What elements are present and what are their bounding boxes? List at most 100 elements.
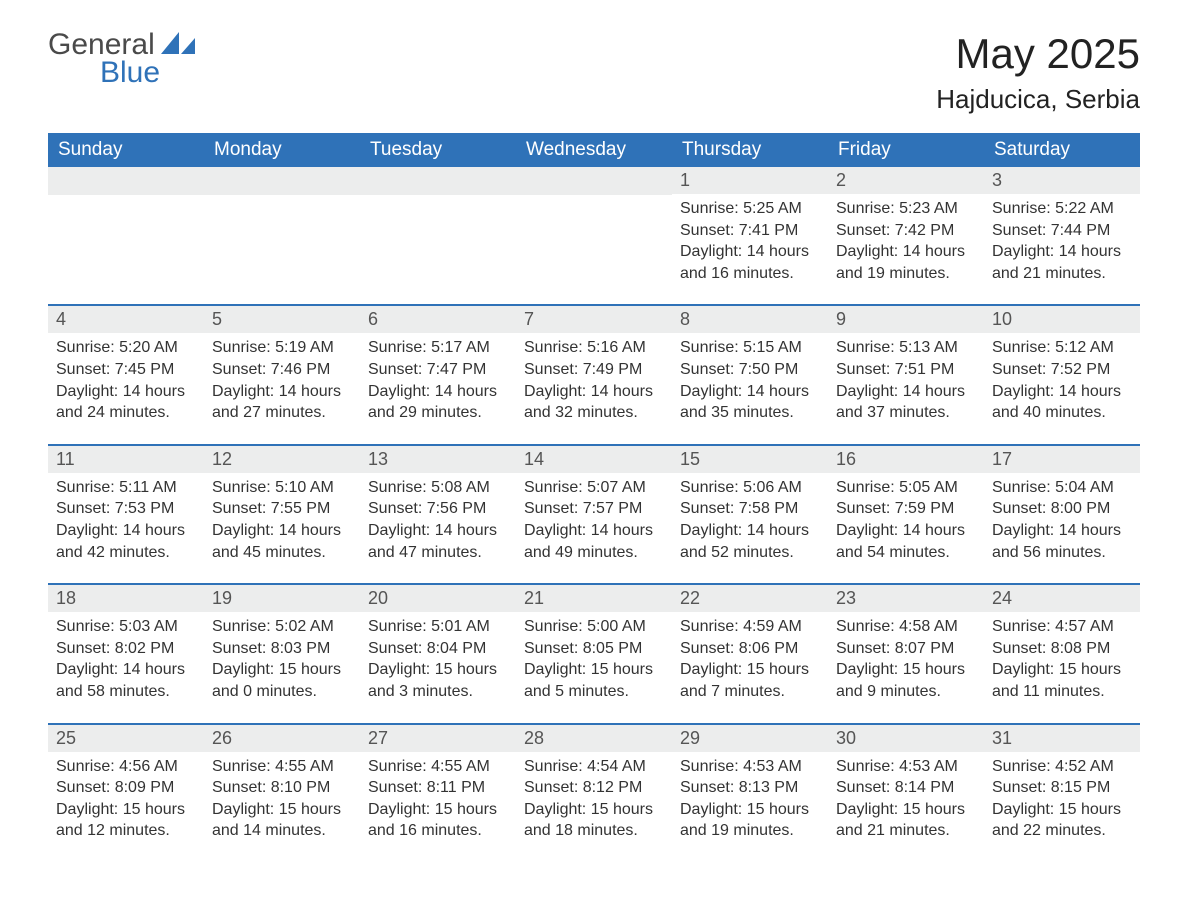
calendar-day-cell: 22Sunrise: 4:59 AMSunset: 8:06 PMDayligh… xyxy=(672,585,828,710)
daylight-text: Daylight: 14 hours and 24 minutes. xyxy=(56,381,196,424)
day-details: Sunrise: 5:02 AMSunset: 8:03 PMDaylight:… xyxy=(204,612,360,710)
day-number: 9 xyxy=(828,306,984,333)
logo-triangle-icon xyxy=(161,30,195,59)
day-details: Sunrise: 4:54 AMSunset: 8:12 PMDaylight:… xyxy=(516,752,672,850)
day-number: 10 xyxy=(984,306,1140,333)
day-details: Sunrise: 5:03 AMSunset: 8:02 PMDaylight:… xyxy=(48,612,204,710)
sunset-text: Sunset: 8:13 PM xyxy=(680,777,820,799)
day-number: 15 xyxy=(672,446,828,473)
sunset-text: Sunset: 8:04 PM xyxy=(368,638,508,660)
sunrise-text: Sunrise: 5:12 AM xyxy=(992,337,1132,359)
day-details: Sunrise: 5:25 AMSunset: 7:41 PMDaylight:… xyxy=(672,194,828,292)
day-details: Sunrise: 5:11 AMSunset: 7:53 PMDaylight:… xyxy=(48,473,204,571)
sunrise-text: Sunrise: 4:59 AM xyxy=(680,616,820,638)
day-number-bar-empty xyxy=(516,167,672,195)
sunrise-text: Sunrise: 4:55 AM xyxy=(212,756,352,778)
month-title: May 2025 xyxy=(936,30,1140,78)
day-details: Sunrise: 4:58 AMSunset: 8:07 PMDaylight:… xyxy=(828,612,984,710)
day-number: 6 xyxy=(360,306,516,333)
calendar-day-cell: 18Sunrise: 5:03 AMSunset: 8:02 PMDayligh… xyxy=(48,585,204,710)
day-number: 4 xyxy=(48,306,204,333)
location-label: Hajducica, Serbia xyxy=(936,84,1140,115)
sunrise-text: Sunrise: 4:55 AM xyxy=(368,756,508,778)
sunrise-text: Sunrise: 5:16 AM xyxy=(524,337,664,359)
sunrise-text: Sunrise: 5:04 AM xyxy=(992,477,1132,499)
daylight-text: Daylight: 14 hours and 40 minutes. xyxy=(992,381,1132,424)
sunrise-text: Sunrise: 4:53 AM xyxy=(680,756,820,778)
sunrise-text: Sunrise: 5:00 AM xyxy=(524,616,664,638)
day-number: 26 xyxy=(204,725,360,752)
weekday-header: Monday xyxy=(204,133,360,167)
daylight-text: Daylight: 15 hours and 22 minutes. xyxy=(992,799,1132,842)
calendar-day-cell: 11Sunrise: 5:11 AMSunset: 7:53 PMDayligh… xyxy=(48,446,204,571)
day-number: 21 xyxy=(516,585,672,612)
calendar-week-row: 1Sunrise: 5:25 AMSunset: 7:41 PMDaylight… xyxy=(48,167,1140,292)
sunset-text: Sunset: 7:42 PM xyxy=(836,220,976,242)
day-number: 5 xyxy=(204,306,360,333)
sunset-text: Sunset: 8:03 PM xyxy=(212,638,352,660)
daylight-text: Daylight: 15 hours and 12 minutes. xyxy=(56,799,196,842)
daylight-text: Daylight: 15 hours and 3 minutes. xyxy=(368,659,508,702)
day-details: Sunrise: 5:10 AMSunset: 7:55 PMDaylight:… xyxy=(204,473,360,571)
day-details: Sunrise: 5:20 AMSunset: 7:45 PMDaylight:… xyxy=(48,333,204,431)
day-details: Sunrise: 5:17 AMSunset: 7:47 PMDaylight:… xyxy=(360,333,516,431)
daylight-text: Daylight: 15 hours and 11 minutes. xyxy=(992,659,1132,702)
sunset-text: Sunset: 8:10 PM xyxy=(212,777,352,799)
sunset-text: Sunset: 7:47 PM xyxy=(368,359,508,381)
day-number: 16 xyxy=(828,446,984,473)
sunset-text: Sunset: 7:57 PM xyxy=(524,498,664,520)
daylight-text: Daylight: 15 hours and 5 minutes. xyxy=(524,659,664,702)
calendar-week-row: 18Sunrise: 5:03 AMSunset: 8:02 PMDayligh… xyxy=(48,583,1140,710)
sunrise-text: Sunrise: 5:01 AM xyxy=(368,616,508,638)
sunrise-text: Sunrise: 5:07 AM xyxy=(524,477,664,499)
sunrise-text: Sunrise: 5:15 AM xyxy=(680,337,820,359)
sunrise-text: Sunrise: 5:17 AM xyxy=(368,337,508,359)
day-number: 18 xyxy=(48,585,204,612)
daylight-text: Daylight: 14 hours and 32 minutes. xyxy=(524,381,664,424)
sunrise-text: Sunrise: 5:08 AM xyxy=(368,477,508,499)
day-number: 11 xyxy=(48,446,204,473)
sunset-text: Sunset: 8:05 PM xyxy=(524,638,664,660)
weekday-header: Sunday xyxy=(48,133,204,167)
sunset-text: Sunset: 7:59 PM xyxy=(836,498,976,520)
sunset-text: Sunset: 8:09 PM xyxy=(56,777,196,799)
day-number: 25 xyxy=(48,725,204,752)
day-details: Sunrise: 5:16 AMSunset: 7:49 PMDaylight:… xyxy=(516,333,672,431)
day-details: Sunrise: 5:13 AMSunset: 7:51 PMDaylight:… xyxy=(828,333,984,431)
sunrise-text: Sunrise: 4:53 AM xyxy=(836,756,976,778)
calendar-day-cell: 5Sunrise: 5:19 AMSunset: 7:46 PMDaylight… xyxy=(204,306,360,431)
calendar-day-cell: 14Sunrise: 5:07 AMSunset: 7:57 PMDayligh… xyxy=(516,446,672,571)
sunset-text: Sunset: 7:49 PM xyxy=(524,359,664,381)
weekday-header: Wednesday xyxy=(516,133,672,167)
calendar-day-cell: 12Sunrise: 5:10 AMSunset: 7:55 PMDayligh… xyxy=(204,446,360,571)
day-details: Sunrise: 4:53 AMSunset: 8:13 PMDaylight:… xyxy=(672,752,828,850)
sunrise-text: Sunrise: 4:58 AM xyxy=(836,616,976,638)
daylight-text: Daylight: 15 hours and 16 minutes. xyxy=(368,799,508,842)
sunrise-text: Sunrise: 4:54 AM xyxy=(524,756,664,778)
day-details: Sunrise: 5:04 AMSunset: 8:00 PMDaylight:… xyxy=(984,473,1140,571)
calendar-day-cell: 17Sunrise: 5:04 AMSunset: 8:00 PMDayligh… xyxy=(984,446,1140,571)
calendar-day-cell: 29Sunrise: 4:53 AMSunset: 8:13 PMDayligh… xyxy=(672,725,828,850)
day-number: 8 xyxy=(672,306,828,333)
sunset-text: Sunset: 7:52 PM xyxy=(992,359,1132,381)
header-region: General Blue May 2025 Hajducica, Serbia xyxy=(48,30,1140,115)
day-details: Sunrise: 5:12 AMSunset: 7:52 PMDaylight:… xyxy=(984,333,1140,431)
daylight-text: Daylight: 14 hours and 21 minutes. xyxy=(992,241,1132,284)
sunset-text: Sunset: 7:46 PM xyxy=(212,359,352,381)
day-details: Sunrise: 4:56 AMSunset: 8:09 PMDaylight:… xyxy=(48,752,204,850)
day-number: 7 xyxy=(516,306,672,333)
calendar-header-row: SundayMondayTuesdayWednesdayThursdayFrid… xyxy=(48,133,1140,167)
daylight-text: Daylight: 14 hours and 49 minutes. xyxy=(524,520,664,563)
calendar-week-row: 4Sunrise: 5:20 AMSunset: 7:45 PMDaylight… xyxy=(48,304,1140,431)
day-details: Sunrise: 4:59 AMSunset: 8:06 PMDaylight:… xyxy=(672,612,828,710)
sunset-text: Sunset: 7:53 PM xyxy=(56,498,196,520)
calendar-day-cell: 23Sunrise: 4:58 AMSunset: 8:07 PMDayligh… xyxy=(828,585,984,710)
calendar-day-cell: 15Sunrise: 5:06 AMSunset: 7:58 PMDayligh… xyxy=(672,446,828,571)
calendar-day-cell: 26Sunrise: 4:55 AMSunset: 8:10 PMDayligh… xyxy=(204,725,360,850)
sunrise-text: Sunrise: 5:23 AM xyxy=(836,198,976,220)
logo-text-block: General Blue xyxy=(48,30,195,90)
day-number: 24 xyxy=(984,585,1140,612)
sunrise-text: Sunrise: 5:06 AM xyxy=(680,477,820,499)
sunset-text: Sunset: 8:00 PM xyxy=(992,498,1132,520)
sunset-text: Sunset: 8:08 PM xyxy=(992,638,1132,660)
